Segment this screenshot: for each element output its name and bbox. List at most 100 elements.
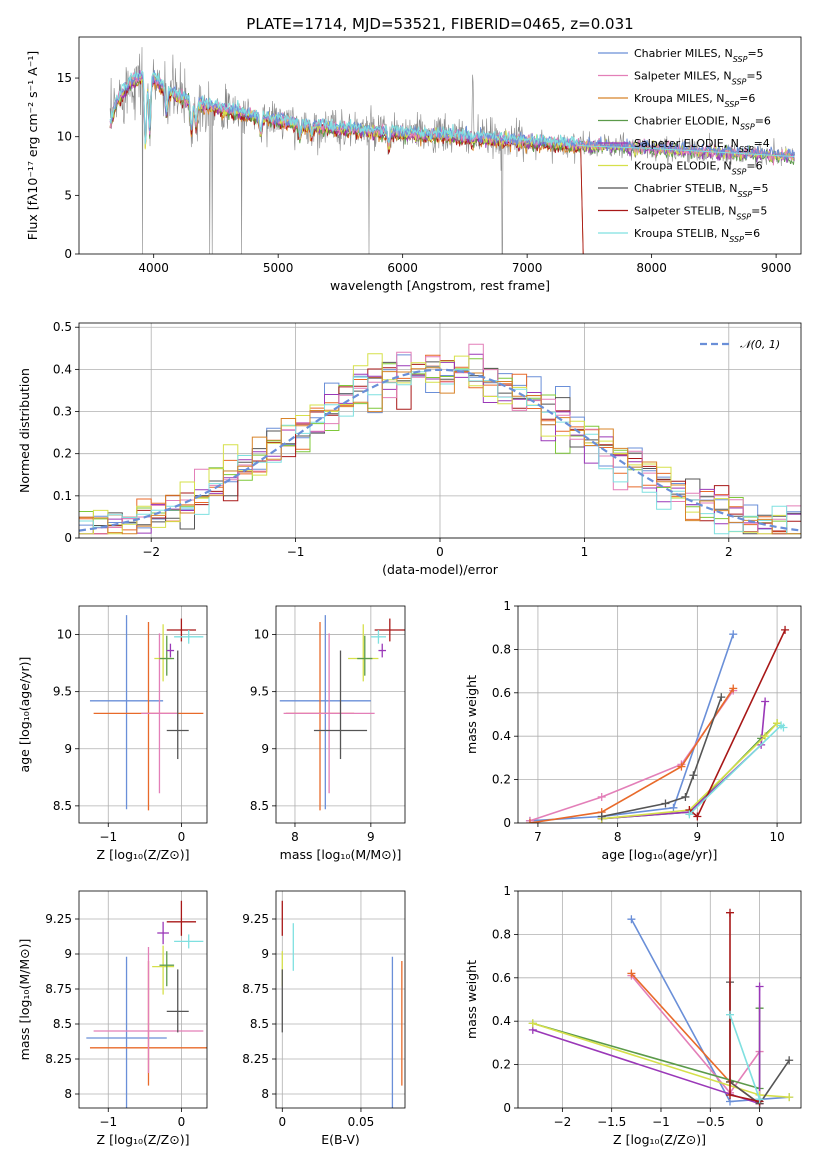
series-marker [627, 969, 636, 978]
plot-area [525, 625, 790, 823]
tick-label-y: 9.25 [45, 912, 72, 926]
tick-label-x: −1.5 [597, 1115, 626, 1129]
tick-label-y: 0.4 [492, 729, 511, 743]
tick-label-x: 7000 [512, 261, 543, 275]
legend-label-suffix: =5 [752, 182, 768, 195]
legend-label-sub: SSP [732, 167, 747, 176]
legend-label-text: Salpeter ELODIE, N [634, 137, 739, 150]
series-marker [755, 1095, 764, 1104]
y-axis-label: Flux [fλ10⁻¹⁷ erg cm⁻² s⁻¹ A⁻¹] [25, 51, 40, 240]
series-marker [726, 1010, 735, 1019]
tick-label-x: 4000 [138, 261, 169, 275]
grid [276, 606, 405, 823]
legend-label-suffix: =6 [755, 115, 771, 128]
tick-label-y: 9 [64, 742, 72, 756]
errorbar-point [159, 635, 175, 676]
tick-label-y: 8.5 [250, 799, 269, 813]
figure-title: PLATE=1714, MJD=53521, FIBERID=0465, z=0… [246, 15, 633, 33]
tick-label-x: −1 [99, 1115, 117, 1129]
panel-spectrum: 4000 5000 6000 7000 8000 9000 0 5 10 15 wavelength… [25, 36, 802, 293]
series-marker [755, 982, 764, 991]
tick-label-y: 0.6 [492, 971, 511, 985]
tick-label-x: 9 [367, 830, 375, 844]
y-axis-label: age [log₁₀(age/yr)] [17, 657, 32, 773]
tick-label-y: 0.5 [53, 320, 72, 334]
tick-label-x: 7 [534, 830, 542, 844]
grid [79, 606, 207, 823]
legend: 𝒩(0, 1) [700, 338, 780, 351]
tick-label-y: 9 [261, 947, 269, 961]
series-line [729, 1014, 761, 1100]
series-marker [689, 771, 698, 780]
series-line [532, 986, 761, 1105]
tick-label-x: −1 [99, 830, 117, 844]
errorbar-point [89, 615, 164, 810]
tick-label-x: −0.5 [696, 1115, 725, 1129]
tick-label-y: 0.4 [492, 1014, 511, 1028]
normal-curve [79, 368, 801, 532]
y-axis-label: mass weight [464, 675, 479, 754]
legend-label: Salpeter ELODIE, NSSP=4 [634, 137, 770, 154]
legend-label-sub: SSP [732, 77, 747, 86]
series-line [688, 724, 785, 815]
series-marker [785, 1093, 794, 1102]
tick-label-y: 9 [64, 947, 72, 961]
legend-label-suffix: =6 [744, 227, 760, 240]
series-marker [528, 1019, 537, 1028]
legend-label-text: Chabrier MILES, N [634, 47, 733, 60]
series-line [601, 722, 778, 820]
tick-label-x: 8000 [636, 261, 667, 275]
axes-frame [78, 36, 802, 255]
series-marker [726, 908, 735, 917]
errorbar-point [174, 629, 204, 644]
tick-label-y: 8.75 [242, 982, 269, 996]
legend-label: Chabrier MILES, NSSP=5 [634, 47, 764, 64]
tick-label-y: 0.8 [492, 642, 511, 656]
tick-label-x: 2 [725, 545, 733, 559]
tick-label-y: 0.2 [492, 1058, 511, 1072]
legend-label: 𝒩(0, 1) [740, 338, 780, 351]
plot-area [86, 900, 207, 1108]
tick-label-y: 8.5 [53, 799, 72, 813]
legend-label-sub: SSP [729, 235, 744, 244]
tick-label-y: 0 [64, 531, 72, 545]
tick-label-x: −2 [142, 545, 160, 559]
tick-label-y: 0 [64, 247, 72, 261]
tick-label-y: 10 [57, 628, 72, 642]
errorbar-point [159, 951, 175, 987]
tick-label-y: 0.3 [53, 405, 72, 419]
tick-label-y: 0.1 [53, 489, 72, 503]
y-axis-label: Normed distribution [17, 368, 32, 493]
errorbar-point [313, 650, 368, 760]
errorbar-point [166, 900, 197, 936]
errorbar-point [370, 629, 387, 644]
series-marker [761, 697, 770, 706]
legend-label: Kroupa STELIB, NSSP=6 [634, 227, 760, 244]
tick-label-y: 0 [503, 1101, 511, 1115]
series-marker [726, 1090, 735, 1099]
legend-label: Kroupa ELODIE, NSSP=6 [634, 160, 763, 177]
errorbar-point [93, 621, 204, 811]
series-marker [729, 684, 738, 693]
model-spectrum-line [109, 75, 584, 254]
panel-age_vs_Z: −1 0 8.5 9 9.5 10 Z [log₁₀(Z/Z⊙)] age [log₁₀(ag… [17, 605, 208, 862]
tick-label-y: 8.75 [45, 982, 72, 996]
errorbar-point [166, 650, 189, 760]
series-marker [781, 625, 790, 634]
x-axis-label: Z [log₁₀(Z/Z⊙)] [97, 847, 190, 862]
legend-label-suffix: =5 [746, 70, 762, 83]
errorbar-point [152, 945, 175, 995]
legend-label-text: Salpeter STELIB, N [634, 205, 736, 218]
series-marker [669, 803, 678, 812]
panel-age_vs_mass: 8 9 8.5 9 9.5 10 mass [log₁₀(M/M⊙)] [250, 605, 406, 862]
tick-label-y: 8 [261, 1087, 269, 1101]
errorbar-point [86, 956, 167, 1108]
series-marker [627, 915, 636, 924]
grid [276, 891, 405, 1108]
grid [79, 891, 207, 1108]
tick-label-y: 8.25 [242, 1052, 269, 1066]
tick-label-y: 0.2 [492, 773, 511, 787]
errorbar-point [166, 618, 197, 642]
legend-label-text: Chabrier ELODIE, N [634, 115, 740, 128]
